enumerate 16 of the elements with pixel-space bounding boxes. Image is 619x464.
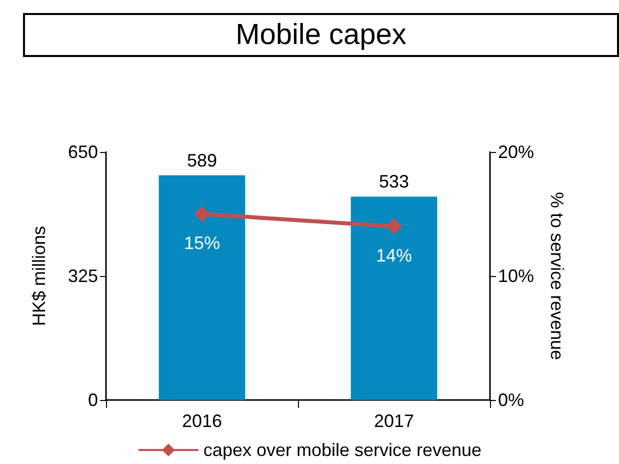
y2-tick-label: 20% xyxy=(498,142,534,162)
data-label: 15% xyxy=(184,233,220,253)
x-tick-label: 2017 xyxy=(374,411,414,431)
y2-tick-label: 0% xyxy=(498,390,524,410)
y-tick-label: 325 xyxy=(68,266,98,286)
y-tick-label: 650 xyxy=(68,142,98,162)
x-tick-label: 2016 xyxy=(182,411,222,431)
chart-title: Mobile capex xyxy=(23,13,619,57)
legend-label: capex over mobile service revenue xyxy=(203,440,482,460)
data-label: 14% xyxy=(376,245,412,266)
y-axis-title: HK$ millions xyxy=(29,226,49,326)
y2-axis-title: % to service revenue xyxy=(547,192,567,360)
y2-tick-label: 10% xyxy=(498,266,534,286)
y-tick-label: 0 xyxy=(88,390,98,410)
data-label: 533 xyxy=(378,172,410,192)
data-label: 589 xyxy=(186,150,218,170)
